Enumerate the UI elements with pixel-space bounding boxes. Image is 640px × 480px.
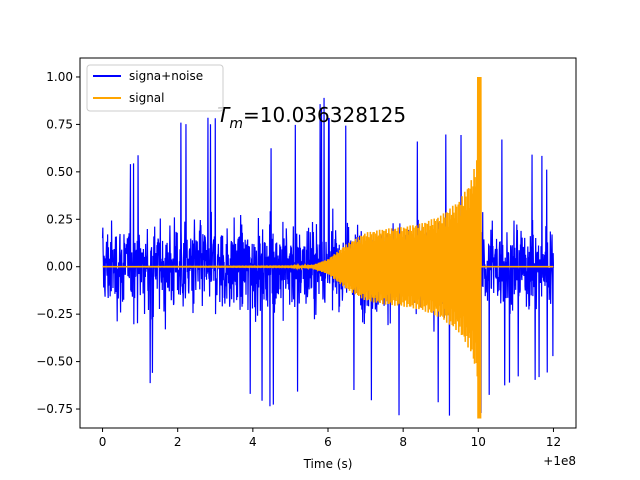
legend-label-signa-noise: signa+noise [129, 69, 203, 83]
x-axis-ticks: 0 2 4 6 8 10 12 [99, 428, 561, 449]
x-tick-label: 10 [471, 435, 486, 449]
y-tick-label: −0.25 [36, 307, 73, 321]
y-tick-label: 0.75 [46, 117, 73, 131]
line-signal [102, 76, 554, 419]
y-tick-label: −0.75 [36, 402, 73, 416]
x-tick-label: 8 [399, 435, 407, 449]
x-axis-offset: +1e8 [543, 454, 576, 468]
annotation-sub: m [229, 116, 243, 132]
x-tick-label: 0 [99, 435, 107, 449]
legend: signa+noise signal [86, 64, 224, 112]
tm-annotation: Tm=10.036328125 [217, 103, 406, 132]
y-tick-label: 0.00 [46, 260, 73, 274]
y-tick-label: 0.25 [46, 212, 73, 226]
x-axis-label: Time (s) [303, 457, 353, 471]
y-tick-label: 1.00 [46, 70, 73, 84]
x-tick-label: 12 [546, 435, 561, 449]
x-tick-label: 2 [174, 435, 182, 449]
x-tick-label: 4 [249, 435, 257, 449]
annotation-rest: =10.036328125 [243, 103, 406, 127]
y-tick-label: −0.50 [36, 355, 73, 369]
legend-label-signal: signal [129, 91, 165, 105]
series-signal [102, 76, 554, 419]
y-axis-ticks: −0.75 −0.50 −0.25 0.00 0.25 0.50 0.75 1.00 [36, 70, 80, 416]
y-tick-label: 0.50 [46, 165, 73, 179]
x-tick-label: 6 [324, 435, 332, 449]
